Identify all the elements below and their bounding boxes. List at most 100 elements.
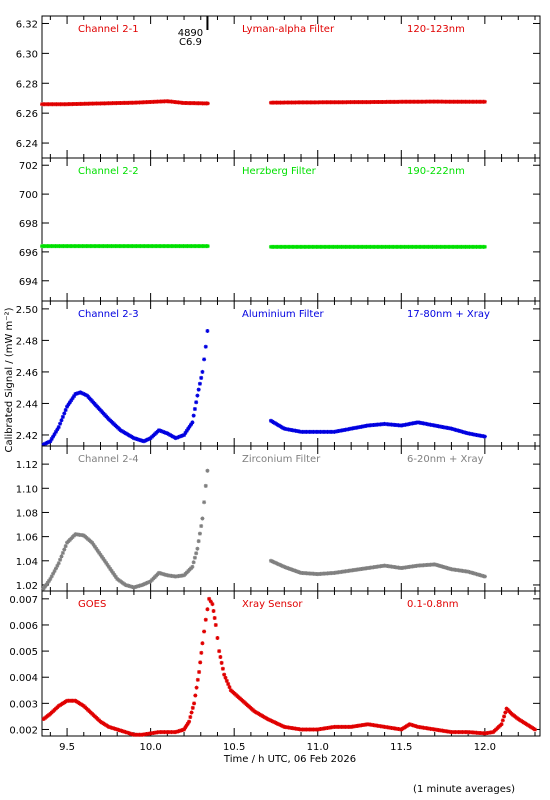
y-tick-label: 1.12 [16,460,38,471]
data-point [289,567,294,572]
data-point [205,468,210,473]
data-point [222,672,227,677]
panel-filter-label: Lyman-alpha Filter [242,24,335,35]
y-tick-label: 6.28 [16,79,38,90]
y-tick-label: 694 [19,277,38,288]
data-point [189,710,194,715]
data-point [51,571,56,576]
data-point [49,436,54,441]
data-point [283,565,288,570]
panel-band-label: 120-123nm [407,24,465,35]
data-point [208,599,213,604]
data-point [183,725,188,730]
x-tick-label: 11.0 [307,742,329,753]
flare-marker-class-label: C6.9 [179,37,202,48]
data-point [173,436,178,441]
data-point [65,404,70,409]
data-point [213,622,218,627]
data-point [190,564,195,569]
y-tick-label: 6.24 [16,139,38,150]
x-tick-label: 11.5 [390,742,412,753]
data-point [49,574,54,579]
data-point [69,398,74,403]
y-tick-label: 698 [19,219,38,230]
data-point [175,435,180,440]
y-tick-label: 2.42 [16,431,38,442]
data-point [41,586,46,591]
panel-frame [41,157,541,302]
data-point [163,430,168,435]
data-point [140,582,145,587]
data-point [182,727,187,732]
data-point [192,701,197,706]
data-point [56,561,61,566]
data-point [200,516,205,521]
data-point [194,551,199,556]
x-tick-label: 12.0 [474,742,496,753]
y-tick-label: 0.006 [9,621,38,632]
panel-channel-2-1: 6.24 6.26 6.28 6.30 6.32 Channel 2-1 Lyman-alp… [16,15,541,159]
y-tick-label: 0.004 [9,673,38,684]
data-point [211,609,216,614]
data-point [219,660,224,665]
y-tick-label: 1.08 [16,508,38,519]
data-point [199,650,204,655]
data-point [200,641,205,646]
data-point [532,727,537,732]
data-point [290,567,295,572]
data-point [162,430,167,435]
panel-channel-2-2: 694 696 698 700 702 Channel 2-2 Herzberg Filte… [19,157,541,302]
data-point [194,400,199,405]
x-tick-label: 10.0 [139,742,161,753]
data-point [105,562,110,567]
panel-filter-label: Herzberg Filter [242,166,317,177]
data-point [210,602,215,607]
data-point [280,564,285,569]
data-point [203,344,208,349]
data-point [58,421,63,426]
data-point [143,581,148,586]
data-point [101,556,106,561]
data-point [190,705,195,710]
data-point [161,429,166,434]
data-point [53,429,58,434]
panel-channel-label: Channel 2-2 [78,166,139,177]
data-point [43,584,48,589]
data-point [60,550,65,555]
data-point [194,685,199,690]
averaging-note: (1 minute averages) [413,784,515,795]
data-point [205,607,210,612]
data-point [286,566,291,571]
data-point [63,544,68,549]
y-tick-label: 0.003 [9,699,38,710]
data-point [62,547,67,552]
data-point [182,432,187,437]
data-point [202,629,207,634]
data-point [99,554,104,559]
data-point [198,660,203,665]
data-point [176,435,181,440]
x-tick-label: 10.5 [223,742,245,753]
y-tick-label: 2.50 [16,305,38,316]
data-point [199,375,204,380]
data-point [62,411,67,416]
data-point [197,381,202,386]
data-point [159,429,164,434]
data-point [186,426,191,431]
data-point [205,328,210,333]
data-point [271,560,276,564]
data-point [72,394,77,399]
data-point [60,414,65,419]
panel-filter-label: Zirconium Filter [242,454,321,465]
data-point [102,558,107,563]
data-point [66,402,71,407]
data-point [177,434,182,439]
data-point [268,558,273,563]
data-point [145,580,150,585]
data-point [158,428,163,433]
panel-channel-label: Channel 2-4 [78,454,139,465]
panel-filter-label: Xray Sensor [242,599,303,610]
data-point [217,649,222,654]
data-point [272,560,277,565]
data-point [55,563,60,568]
